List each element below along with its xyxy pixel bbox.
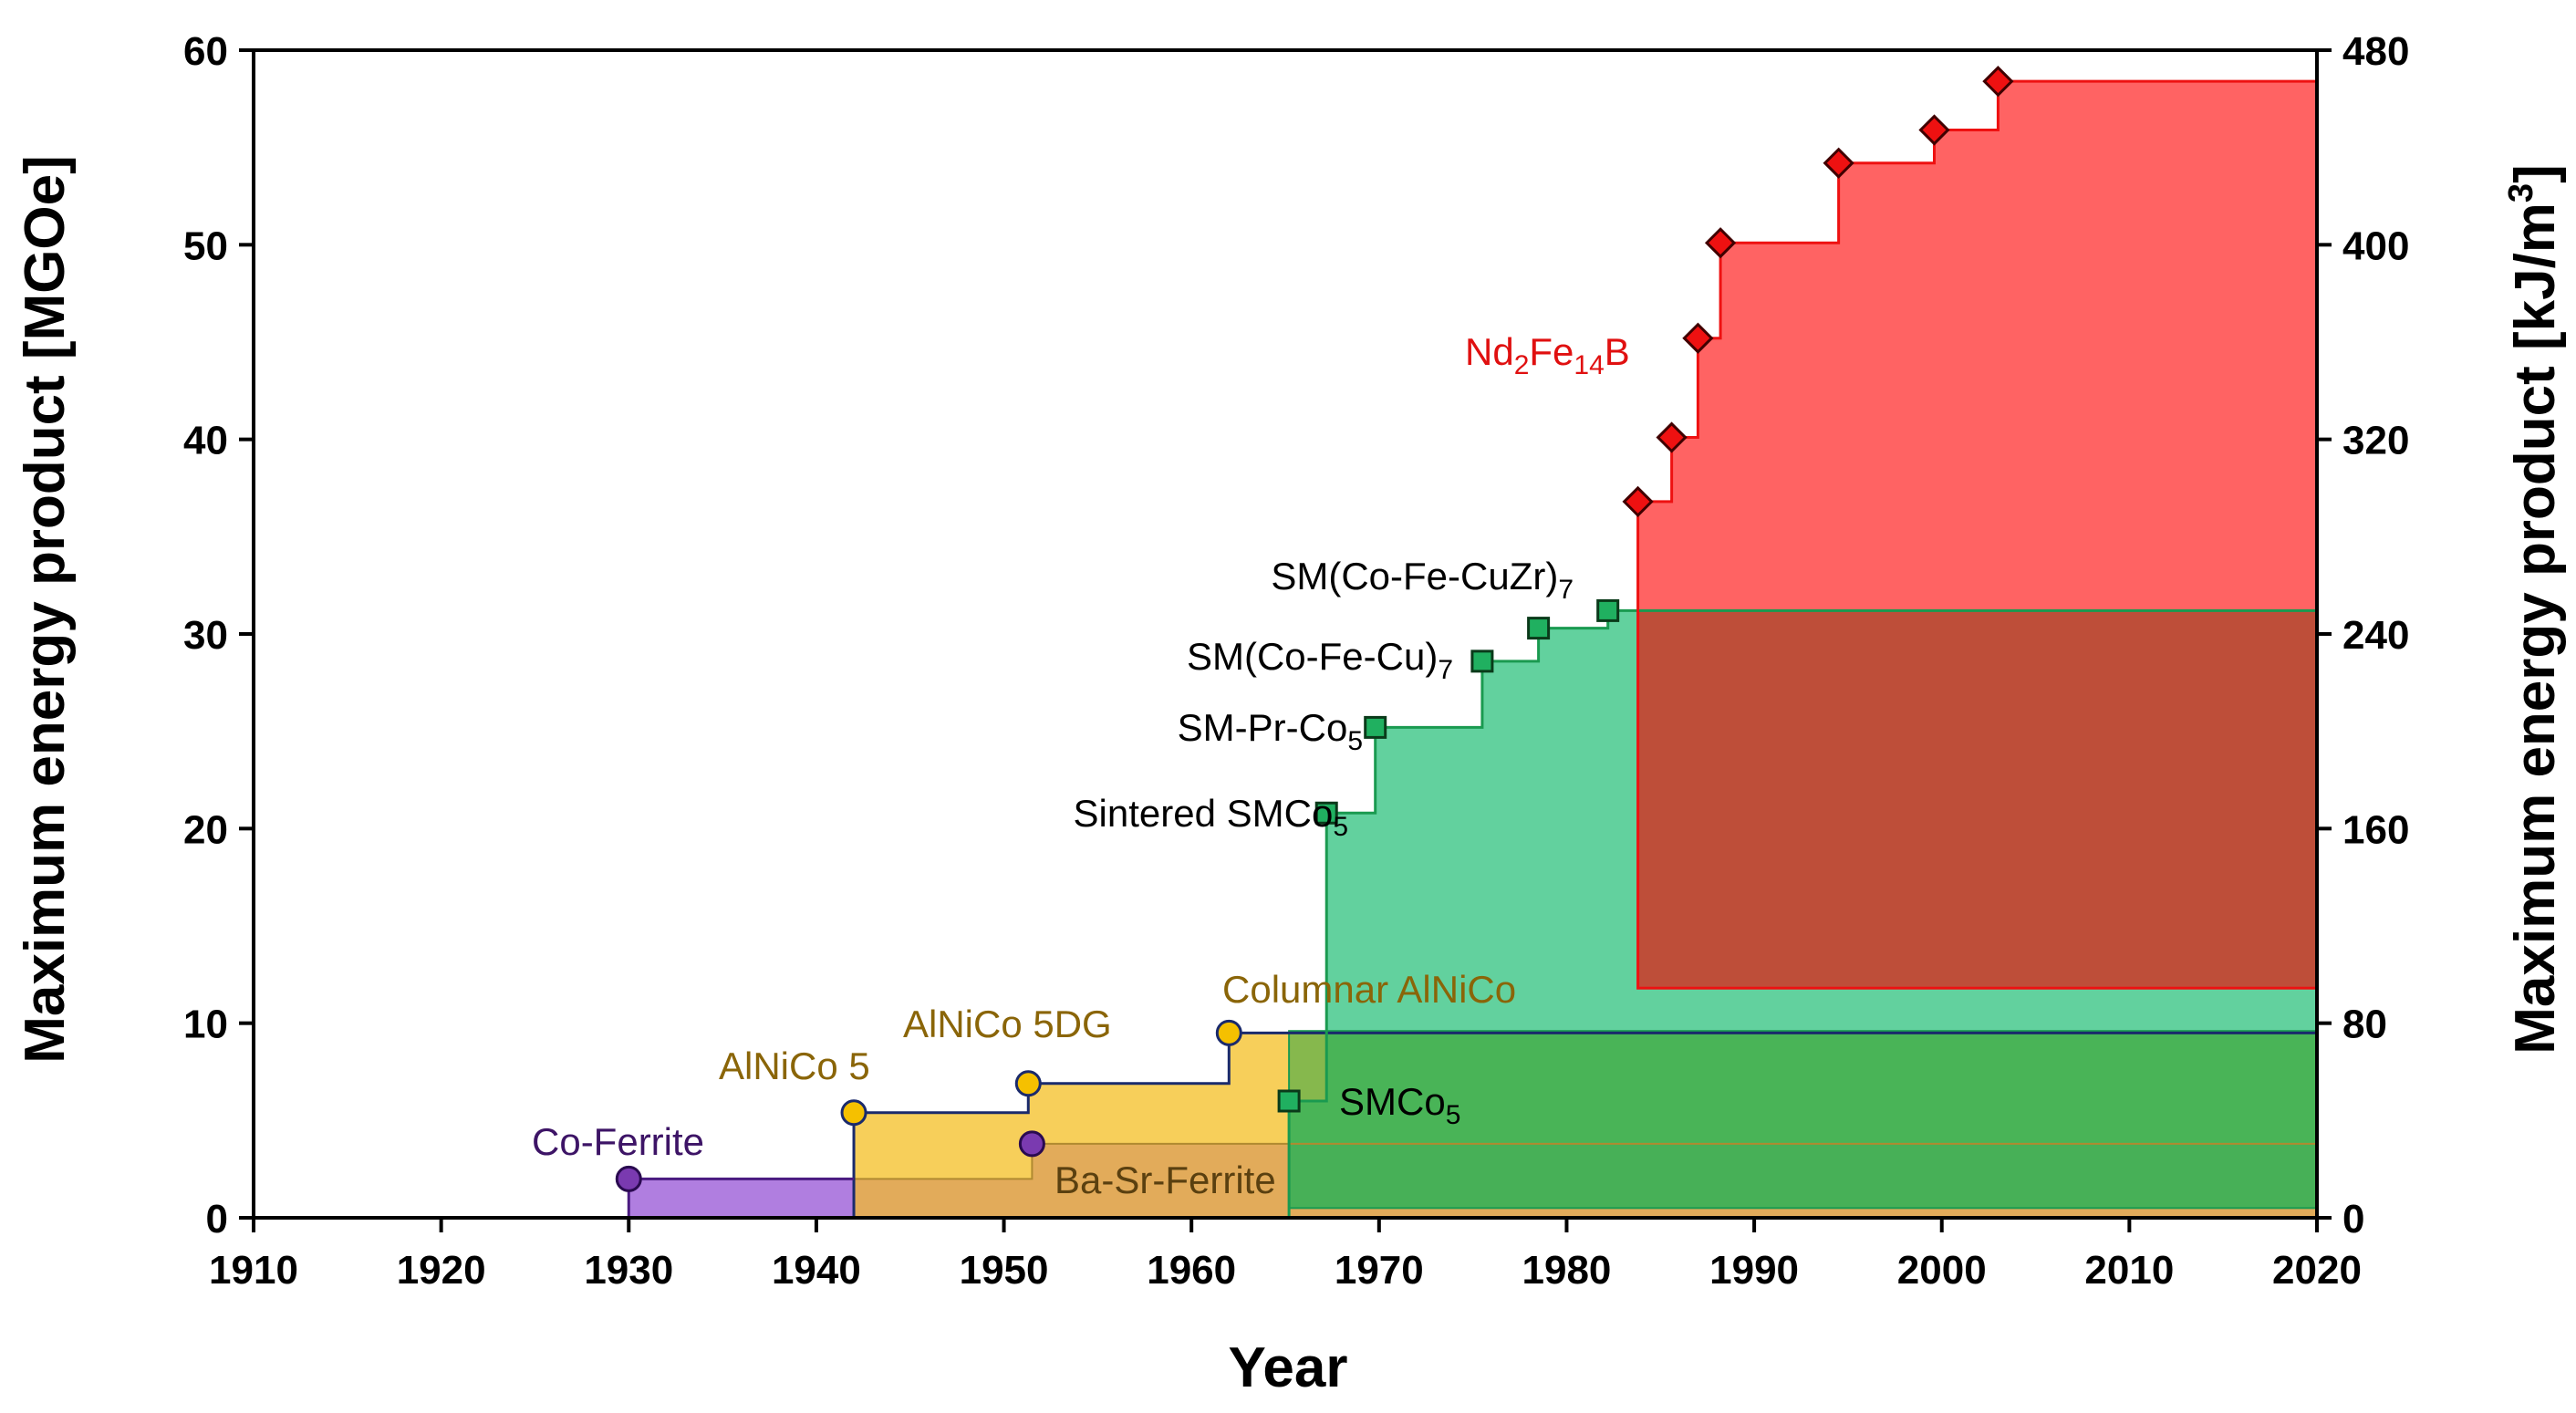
y-tick-label-left: 20 <box>183 807 228 852</box>
y-tick-label-left: 10 <box>183 1003 228 1047</box>
label-sm-cofecu7: SM(Co-Fe-Cu)7 <box>1187 635 1453 685</box>
label-alnico-5: AlNiCo 5 <box>719 1044 870 1087</box>
y-axis-title-right: Maximum energy product [kJ/m3] <box>2502 164 2567 1054</box>
marker-nd2fe14b <box>1823 147 1854 179</box>
x-tick-label: 2010 <box>2084 1248 2174 1293</box>
label-ndfeb-p1: Nd <box>1465 330 1514 373</box>
marker-alnico <box>840 1099 867 1127</box>
y-tick-label-right: 480 <box>2342 29 2409 74</box>
x-tick-label: 2020 <box>2272 1248 2362 1293</box>
y-tick-label-right: 0 <box>2342 1197 2364 1242</box>
label-ndfeb-s1: 2 <box>1514 350 1530 380</box>
label-ndfeb-p3: B <box>1605 330 1630 373</box>
y-tick-label-right: 80 <box>2342 1003 2387 1047</box>
x-tick-label: 1960 <box>1147 1248 1236 1293</box>
x-tick-label: 2000 <box>1897 1248 1987 1293</box>
marker-smco <box>1314 801 1338 825</box>
marker-nd2fe14b <box>1622 485 1654 518</box>
label-sm-pr-co5-sub: 5 <box>1347 726 1363 756</box>
label-sm-pr-co5: SM-Pr-Co5 <box>1178 706 1363 756</box>
label-sm-cofecuzr7-sub: 7 <box>1558 575 1574 605</box>
marker-ferrites <box>615 1165 642 1192</box>
marker-alnico <box>1215 1019 1242 1046</box>
smco-line <box>1287 608 2317 1218</box>
data-markers <box>615 66 2014 1192</box>
ndfeb-smco-overlap <box>1637 610 2317 989</box>
marker-smco <box>1527 617 1551 640</box>
marker-smco <box>1364 715 1387 739</box>
smco-alnico-overlap <box>1288 1030 2318 1210</box>
y-tick-label-left: 30 <box>183 613 228 658</box>
marker-nd2fe14b <box>1656 421 1688 453</box>
co-ferrite-fill <box>628 1179 855 1218</box>
marker-alnico <box>1014 1070 1042 1097</box>
x-tick-label: 1990 <box>1709 1248 1799 1293</box>
x-tick-label: 1910 <box>209 1248 298 1293</box>
marker-smco <box>1596 598 1620 622</box>
axes: 1910 1920 1930 1940 1950 1960 1970 1980 1990 2000… <box>183 29 2409 1293</box>
x-tick-label: 1920 <box>397 1248 486 1293</box>
label-sm-pr-co5-base: SM-Pr-Co <box>1178 706 1348 749</box>
label-smco5-sub: 5 <box>1446 1100 1461 1130</box>
y-tick-label-right: 160 <box>2342 807 2409 852</box>
marker-nd2fe14b <box>1682 322 1714 354</box>
marker-smco <box>1277 1089 1301 1113</box>
ba-sr-ferrite-line <box>854 1142 2317 1180</box>
y-axis-title-right-end: ] <box>2504 164 2567 183</box>
label-sm-cofecuzr7-base: SM(Co-Fe-CuZr) <box>1271 555 1558 597</box>
label-columnar-alnico: Columnar AlNiCo <box>1222 968 1516 1011</box>
y-tick-label-left: 60 <box>183 29 228 74</box>
label-ndfeb-p2: Fe <box>1529 330 1574 373</box>
label-smco5: SMCo5 <box>1339 1080 1460 1130</box>
label-ndfeb: Nd2Fe14B <box>1465 330 1630 380</box>
label-sm-cofecu7-sub: 7 <box>1438 655 1453 685</box>
ndfeb-line <box>1636 79 2319 990</box>
marker-nd2fe14b <box>1918 114 1950 146</box>
label-sm-cofecu7-base: SM(Co-Fe-Cu) <box>1187 635 1438 678</box>
label-sintered-smco5-sub: 5 <box>1333 812 1348 842</box>
y-tick-label-left: 40 <box>183 419 228 463</box>
label-sintered-smco5-base: Sintered SMCo <box>1074 792 1334 835</box>
y-axis-title-left: Maximum energy product [MGOe] <box>14 155 77 1064</box>
y-tick-label-right: 400 <box>2342 223 2409 268</box>
y-axis-title-right-main: Maximum energy product [kJ/m <box>2504 203 2567 1055</box>
y-tick-label-right: 240 <box>2342 613 2409 658</box>
label-ndfeb-s2: 14 <box>1574 350 1604 380</box>
y-axis-title-right-sup: 3 <box>2502 183 2540 203</box>
marker-ferrites <box>1018 1130 1045 1158</box>
label-sintered-smco5: Sintered SMCo5 <box>1074 792 1348 842</box>
x-axis-title: Year <box>1228 1336 1347 1399</box>
label-sm-cofecuzr7: SM(Co-Fe-CuZr)7 <box>1271 555 1574 605</box>
y-tick-label-left: 0 <box>206 1197 228 1242</box>
x-tick-label: 1940 <box>772 1248 861 1293</box>
y-tick-label-left: 50 <box>183 223 228 268</box>
label-ba-sr-ferrite: Ba-Sr-Ferrite <box>1054 1158 1276 1201</box>
label-co-ferrite: Co-Ferrite <box>532 1120 704 1163</box>
marker-nd2fe14b <box>1982 66 2014 98</box>
x-tick-label: 1970 <box>1335 1248 1424 1293</box>
marker-smco <box>1470 649 1494 673</box>
label-smco5-base: SMCo <box>1339 1080 1446 1123</box>
plot-area <box>628 81 2318 1218</box>
marker-nd2fe14b <box>1704 227 1737 259</box>
x-tick-label: 1980 <box>1522 1248 1612 1293</box>
x-tick-label: 1930 <box>584 1248 673 1293</box>
y-tick-label-right: 320 <box>2342 419 2409 463</box>
x-tick-label: 1950 <box>960 1248 1049 1293</box>
label-alnico-5dg: AlNiCo 5DG <box>903 1003 1112 1045</box>
